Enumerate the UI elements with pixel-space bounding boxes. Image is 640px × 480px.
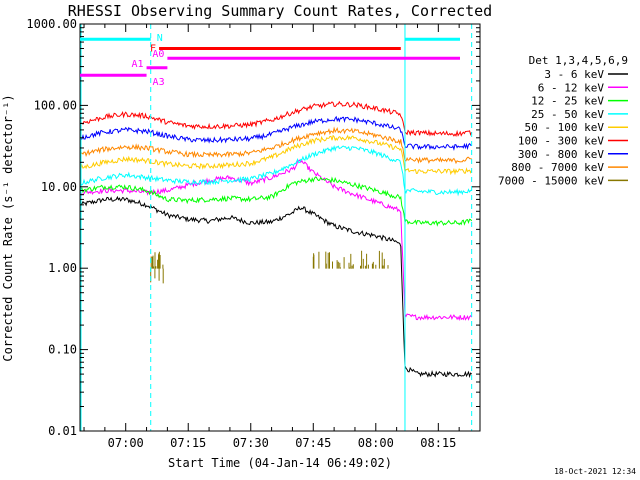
legend-entry-label-4: 25 - 50 keV (531, 108, 604, 121)
y-axis-title: Corrected Count Rate (s⁻¹ detector⁻¹) (1, 94, 15, 361)
legend-entry-label-5: 50 - 100 keV (525, 121, 605, 134)
x-axis: 07:00 07:15 07:30 07:45 08:00 08:15 (83, 24, 481, 450)
x-axis-title: Start Time (04-Jan-14 06:49:02) (168, 456, 392, 470)
legend-entry-label-1: 3 - 6 keV (544, 68, 604, 81)
x-tick-label: 07:15 (170, 436, 206, 450)
legend-entry-label-9: 7000 - 15000 keV (498, 174, 604, 187)
annotation-label-a3: A3 (153, 77, 165, 88)
legend-entry-label-3: 12 - 25 keV (531, 95, 604, 108)
series-line-6 (80, 100, 473, 138)
legend-title: Det 1,3,4,5,6,9 (529, 54, 628, 67)
legend-entry-label-7: 300 - 800 keV (518, 148, 604, 161)
annotation-label-a0: A0 (152, 49, 164, 60)
series-line-7 (80, 115, 472, 152)
series-line-1 (80, 195, 473, 379)
annotation-label-n: N (157, 33, 163, 44)
y-axis: 0.01 0.10 1.00 10.00 100.00 1000.00 (26, 17, 480, 438)
legend-entry-label-8: 800 - 7000 keV (511, 161, 604, 174)
series-line-5 (80, 134, 473, 176)
series-line-3 (80, 176, 473, 227)
chart-title: RHESSI Observing Summary Count Rates, Co… (68, 2, 492, 20)
y-tick-label: 1.00 (48, 261, 77, 275)
x-tick-label: 08:00 (358, 436, 394, 450)
series-line-8 (80, 126, 472, 165)
y-tick-label: 1000.00 (26, 17, 77, 31)
series-line-2 (80, 159, 473, 322)
annotation-label-a1: A1 (132, 59, 144, 70)
x-tick-label: 07:45 (295, 436, 331, 450)
legend-entry-label-2: 6 - 12 keV (538, 81, 605, 94)
series-line-9 (150, 250, 389, 284)
x-tick-label: 07:00 (108, 436, 144, 450)
timestamp: 18-Oct-2021 12:34 (554, 467, 636, 476)
plot-frame (79, 23, 481, 432)
y-tick-label: 0.01 (48, 424, 77, 438)
x-tick-label: 08:15 (420, 436, 456, 450)
x-tick-label: 07:30 (233, 436, 269, 450)
y-tick-label: 100.00 (34, 98, 77, 112)
legend-entry-label-6: 100 - 300 keV (518, 135, 604, 148)
annotation-label-f: F (150, 44, 156, 55)
series-line-4 (80, 144, 472, 197)
y-tick-label: 0.10 (48, 343, 77, 357)
y-tick-label: 10.00 (41, 180, 77, 194)
